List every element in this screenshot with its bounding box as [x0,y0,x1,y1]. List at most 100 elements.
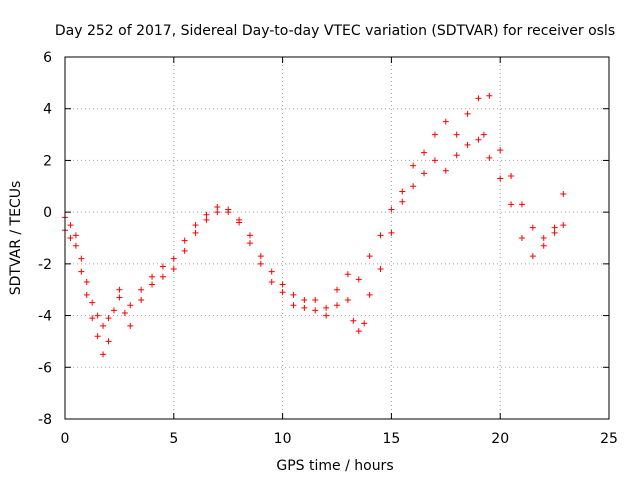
data-point [105,338,112,345]
data-point [323,304,330,311]
data-point [170,255,177,262]
plot-frame [64,56,610,420]
data-point [214,203,221,210]
chart-title: Day 252 of 2017, Sidereal Day-to-day VTE… [55,23,615,39]
data-point [464,110,471,117]
data-point [301,304,308,311]
data-point [486,154,493,161]
data-point [138,286,145,293]
x-axis-ticks: 0 5 10 15 20 25 [61,57,618,447]
data-point [388,229,395,236]
data-point [344,271,351,278]
data-point [518,201,525,208]
data-point [540,235,547,241]
data-point [181,247,188,254]
data-point [508,201,515,208]
y-tick-label: 2 [43,153,52,169]
data-point [116,294,123,301]
data-point [192,229,199,236]
data-point [344,297,351,304]
data-point [279,289,286,296]
data-point [442,167,449,174]
y-tick-label: 0 [43,205,52,221]
x-axis-label: GPS time / hours [276,458,393,474]
data-point [78,255,85,262]
data-point [497,147,504,154]
data-point [83,291,90,298]
y-tick-label: 4 [43,102,52,118]
data-point [72,232,79,239]
data-point [312,297,319,304]
data-point [480,131,487,138]
data-point [149,281,156,288]
data-point [312,307,319,314]
data-point [361,320,368,327]
data-point [377,266,384,273]
data-point [301,297,308,304]
data-point [100,351,107,358]
data-point [203,216,210,223]
data-point [127,322,134,329]
data-point [475,95,482,102]
data-point [100,322,107,329]
data-point [399,188,406,195]
data-point [279,281,286,288]
data-point [246,232,253,239]
data-point [334,286,340,293]
data-point [268,278,275,285]
data-point [257,253,264,260]
data-point [67,222,74,229]
data-point [257,260,264,267]
data-point [268,268,275,275]
data-point [518,235,525,241]
data-point [560,191,567,198]
data-point [181,237,188,244]
data-point [399,198,406,205]
y-tick-label: -8 [38,412,52,428]
x-tick-label: 10 [274,431,292,447]
y-axis-ticks: -8 -6 -4 -2 0 2 4 6 [38,50,609,428]
data-point [431,131,438,138]
data-point [410,183,417,190]
data-point [110,307,117,314]
y-tick-label: -4 [38,309,52,325]
data-point [83,278,90,285]
data-point [89,299,96,306]
data-point [225,206,232,213]
data-point [236,216,243,223]
data-point [121,309,128,316]
data-point [138,297,145,304]
data-point [529,253,536,260]
x-tick-label: 15 [382,431,400,447]
data-point [94,333,101,340]
data-point [355,276,362,283]
data-point [551,229,558,236]
data-point [72,242,79,249]
data-point [464,141,471,148]
data-point [323,312,330,319]
data-point [127,302,134,309]
data-point [290,302,297,309]
data-point [149,273,156,280]
data-point [453,131,460,138]
data-point [442,118,449,125]
data-point [540,242,547,249]
data-point [421,149,428,156]
data-point [67,235,74,241]
y-axis-label: SDTVAR / TECUs [8,181,24,296]
data-point [334,302,340,309]
data-point [246,240,253,247]
data-point [105,315,112,322]
data-point [366,291,373,298]
y-tick-label: 6 [43,50,52,66]
data-point [431,157,438,164]
data-point [170,266,177,273]
data-point [551,224,558,231]
data-point [410,162,417,169]
data-point [508,172,515,179]
data-point [78,268,85,275]
data-point [350,317,357,324]
data-point [388,206,395,213]
data-point [366,253,373,260]
